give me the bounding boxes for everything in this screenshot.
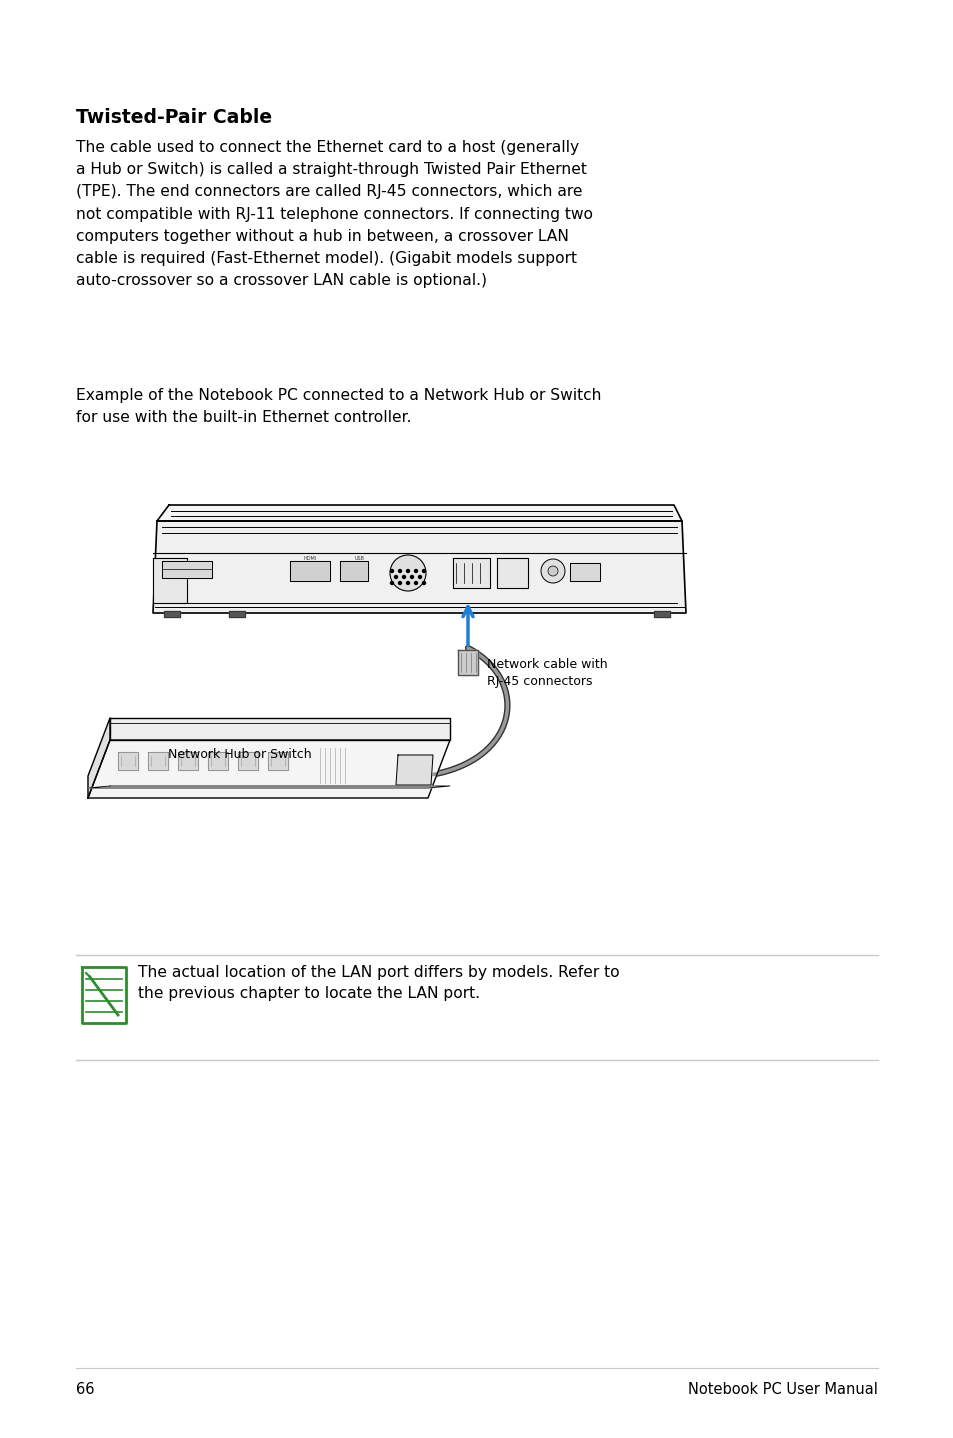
- Circle shape: [398, 581, 401, 584]
- Polygon shape: [152, 558, 187, 603]
- Polygon shape: [178, 752, 198, 769]
- Text: Notebook PC User Manual: Notebook PC User Manual: [687, 1382, 877, 1396]
- Polygon shape: [162, 561, 212, 578]
- Polygon shape: [457, 650, 477, 674]
- Circle shape: [390, 569, 393, 572]
- Text: Example of the Notebook PC connected to a Network Hub or Switch
for use with the: Example of the Notebook PC connected to …: [76, 388, 601, 424]
- Circle shape: [406, 569, 409, 572]
- Circle shape: [390, 555, 426, 591]
- Circle shape: [402, 575, 405, 578]
- Text: Twisted-Pair Cable: Twisted-Pair Cable: [76, 108, 272, 127]
- Circle shape: [410, 575, 413, 578]
- Polygon shape: [88, 718, 110, 798]
- Polygon shape: [339, 561, 368, 581]
- Circle shape: [418, 575, 421, 578]
- Polygon shape: [569, 564, 599, 581]
- Circle shape: [414, 569, 417, 572]
- Polygon shape: [268, 752, 288, 769]
- Text: Network Hub or Switch: Network Hub or Switch: [168, 748, 312, 761]
- Polygon shape: [497, 558, 527, 588]
- Text: The actual location of the LAN port differs by models. Refer to
the previous cha: The actual location of the LAN port diff…: [138, 965, 619, 1001]
- Text: 66: 66: [76, 1382, 94, 1396]
- Polygon shape: [237, 752, 257, 769]
- Circle shape: [422, 569, 425, 572]
- Circle shape: [547, 567, 558, 577]
- Text: The cable used to connect the Ethernet card to a host (generally
a Hub or Switch: The cable used to connect the Ethernet c…: [76, 139, 593, 288]
- Polygon shape: [654, 611, 669, 617]
- Polygon shape: [395, 755, 433, 785]
- Polygon shape: [110, 718, 450, 741]
- Polygon shape: [82, 966, 126, 1022]
- Circle shape: [390, 581, 393, 584]
- Circle shape: [406, 581, 409, 584]
- Polygon shape: [157, 505, 681, 521]
- Polygon shape: [118, 752, 138, 769]
- Circle shape: [398, 569, 401, 572]
- Polygon shape: [164, 611, 180, 617]
- Polygon shape: [208, 752, 228, 769]
- Polygon shape: [88, 741, 450, 798]
- Polygon shape: [148, 752, 168, 769]
- Polygon shape: [88, 787, 450, 788]
- Text: HDMI: HDMI: [303, 557, 316, 561]
- Circle shape: [540, 559, 564, 582]
- Polygon shape: [229, 611, 245, 617]
- Circle shape: [414, 581, 417, 584]
- Polygon shape: [290, 561, 330, 581]
- Text: USB: USB: [355, 557, 365, 561]
- Text: Network cable with
RJ-45 connectors: Network cable with RJ-45 connectors: [486, 659, 607, 687]
- Polygon shape: [453, 558, 490, 588]
- Circle shape: [395, 575, 397, 578]
- Polygon shape: [152, 521, 685, 613]
- Circle shape: [422, 581, 425, 584]
